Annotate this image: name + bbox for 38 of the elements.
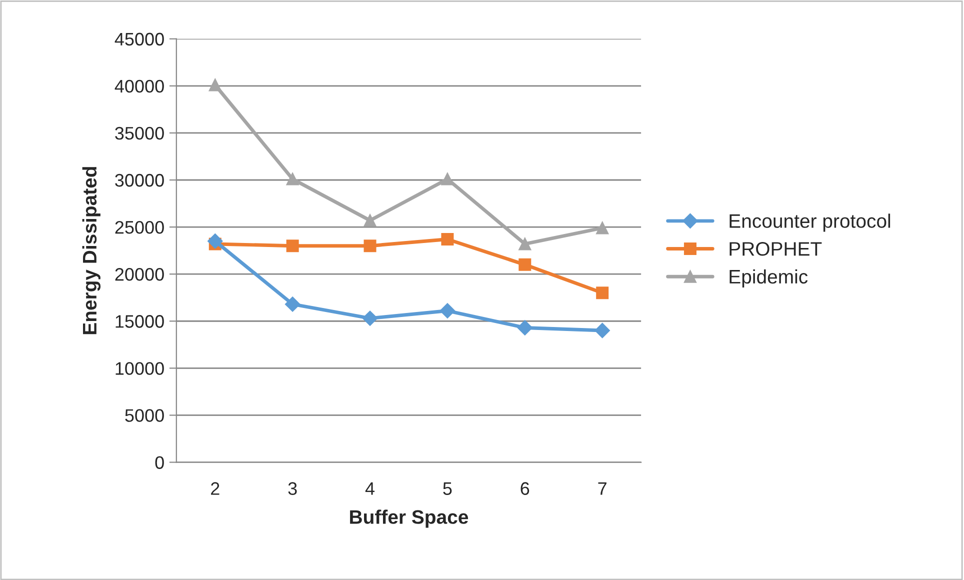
point [364,214,376,227]
y-tick-label: 15000 [116,315,164,328]
legend-label: PROPHET [730,242,822,256]
point [285,296,300,312]
point [517,320,532,336]
point [596,286,609,300]
point [208,78,222,92]
point [286,172,299,186]
x-tick-label: 4 [365,482,375,495]
point [364,240,376,252]
point [596,222,609,234]
legend-label: Epidemic [730,269,808,288]
point [594,322,610,338]
y-tick-label: 25000 [115,220,164,234]
y-tick-label: 40000 [114,80,164,93]
point [362,310,378,326]
y-axis-title: Energy Dissipated [82,167,101,334]
y-tick-label: 5000 [125,409,164,422]
y-tick-label: 10000 [116,362,164,375]
x-tick-label: 5 [443,482,452,495]
point [440,303,456,318]
y-tick-label: 45000 [114,32,164,46]
y-tick-label: 35000 [115,126,164,140]
point [518,238,532,250]
point [441,233,454,246]
point [208,234,223,249]
point [441,172,454,186]
y-tick-label: 30000 [115,174,164,187]
legend-label: Encounter protocol [730,214,890,232]
x-tick-label: 7 [598,482,606,495]
point [518,258,532,271]
point [286,240,299,252]
x-axis-title: Buffer Space [350,510,468,528]
x-tick-label: 6 [520,482,530,495]
x-tick-label: 2 [211,482,220,495]
x-tick-label: 3 [288,482,297,495]
y-tick-label: 0 [155,456,164,469]
y-tick-label: 20000 [115,268,164,281]
